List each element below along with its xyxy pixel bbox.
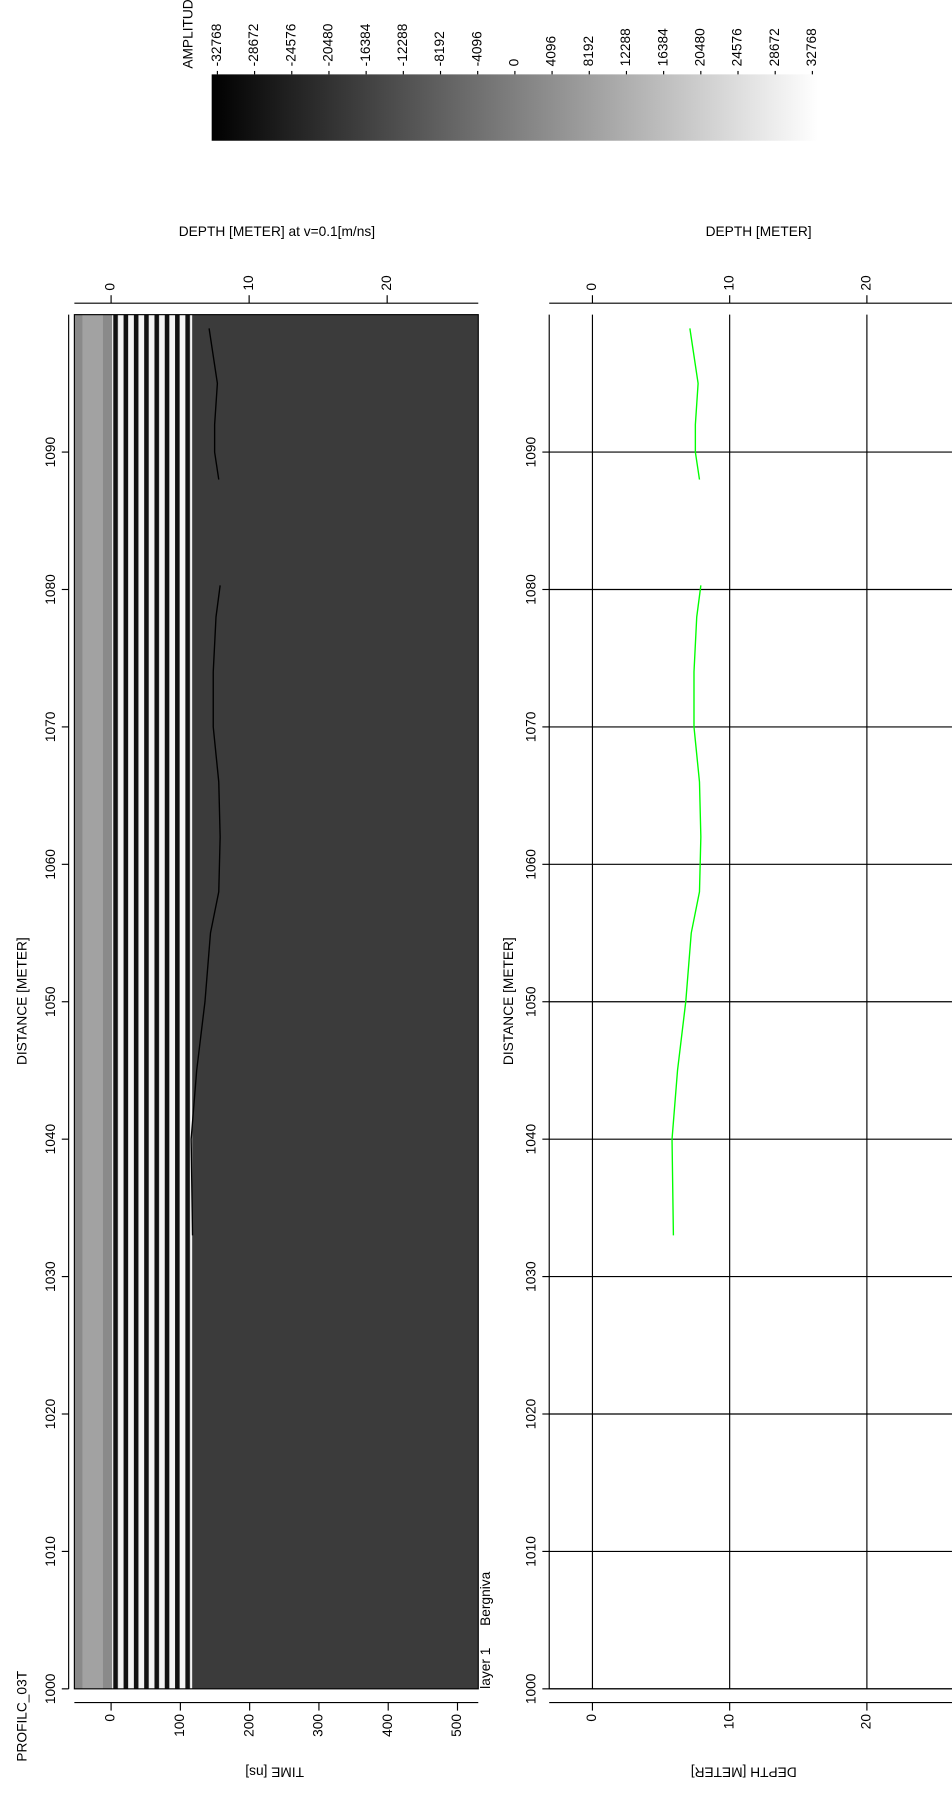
y-tick-label: 400 <box>380 1714 395 1737</box>
x-tick-label: 1060 <box>524 849 539 880</box>
profile-title: PROFILC_03T <box>15 1670 30 1761</box>
y-tick-label-bottom: 0 <box>584 1714 599 1722</box>
y-axis-title: TIME [ns] <box>245 1765 304 1780</box>
x-tick-label: 1080 <box>43 574 58 605</box>
x-tick-label: 1080 <box>524 574 539 605</box>
colorbar-tick-label: -16384 <box>358 23 373 66</box>
x-tick-label: 1000 <box>524 1673 539 1704</box>
colorbar-tick-label: 4096 <box>544 35 559 66</box>
colorbar <box>211 74 819 141</box>
x-tick-label: 1040 <box>524 1124 539 1155</box>
y2-tick-label: 0 <box>103 283 118 291</box>
x-axis-title: DISTANCE [METER] <box>15 937 30 1065</box>
x-axis-title: DISTANCE [METER] <box>501 937 516 1065</box>
x-tick-label: 1040 <box>43 1124 58 1155</box>
y-tick-label: 100 <box>172 1714 187 1737</box>
layer-line <box>190 328 221 1236</box>
colorbar-tick-label: 16384 <box>655 28 670 67</box>
x-tick-label: 1020 <box>43 1398 58 1429</box>
y-tick-label: 0 <box>103 1714 118 1722</box>
x-tick-label: 1050 <box>43 986 58 1017</box>
radargram-image <box>74 314 479 1689</box>
y2-tick-label: 10 <box>241 275 256 291</box>
y-tick-label: 500 <box>449 1714 464 1737</box>
x-tick-label: 1020 <box>524 1398 539 1429</box>
y-tick-label-bottom: 20 <box>859 1714 874 1730</box>
x-tick-label: 1090 <box>524 436 539 467</box>
colorbar-tick-label: -4096 <box>469 31 484 66</box>
y2-tick-label: 20 <box>379 275 394 291</box>
y-tick-label: 0 <box>584 283 599 291</box>
colorbar-tick-label: -32768 <box>209 23 224 66</box>
x-tick-label: 1070 <box>524 711 539 742</box>
x-tick-label: 1090 <box>43 436 58 467</box>
colorbar-tick-label: 8192 <box>581 36 596 67</box>
colorbar-tick-label: 32768 <box>804 28 819 67</box>
y-tick-label: 10 <box>721 275 736 291</box>
x-tick-label: 1000 <box>43 1673 58 1704</box>
colorbar-tick-label: -20480 <box>321 23 336 66</box>
x-tick-label: 1030 <box>524 1261 539 1292</box>
y-tick-label: 20 <box>859 275 874 291</box>
colorbar-tick-label: 12288 <box>618 28 633 67</box>
x-tick-label: 1070 <box>43 711 58 742</box>
y-tick-label-bottom: 10 <box>721 1714 736 1730</box>
y-tick-label: 200 <box>241 1714 256 1737</box>
legend-entry: layer 1 <box>478 1648 493 1689</box>
colorbar-label: AMPLITUDE <box>180 0 195 69</box>
x-tick-label: 1010 <box>524 1536 539 1567</box>
plot-frame <box>73 314 479 1690</box>
y-axis-title-bottom: DEPTH [METER] <box>691 1765 797 1780</box>
figure: AMPLITUDE -32768 -28672 -24576 -20480 -16384 -… <box>15 0 952 1780</box>
x-tick-label: 1060 <box>43 849 58 880</box>
colorbar-tick-label: 0 <box>507 58 522 66</box>
colorbar-tick-label: -24576 <box>283 23 298 66</box>
colorbar-tick-label: 20480 <box>692 28 707 67</box>
y-axis-title: DEPTH [METER] <box>706 224 812 239</box>
x-tick-label: 1050 <box>524 986 539 1017</box>
layer-line <box>671 328 702 1236</box>
colorbar-tick-label: 28672 <box>767 28 782 66</box>
x-tick-label: 1030 <box>43 1261 58 1292</box>
y2-axis-title: DEPTH [METER] at v=0.1[m/ns] <box>179 224 375 239</box>
colorbar-tick-label: -8192 <box>432 31 447 66</box>
layer-annotation: Bergniva <box>478 1571 493 1626</box>
y-tick-label: 300 <box>311 1714 326 1737</box>
colorbar-tick-label: 24576 <box>730 28 745 67</box>
colorbar-tick-label: -12288 <box>395 23 410 66</box>
x-tick-label: 1010 <box>43 1536 58 1567</box>
colorbar-tick-label: -28672 <box>246 24 261 67</box>
